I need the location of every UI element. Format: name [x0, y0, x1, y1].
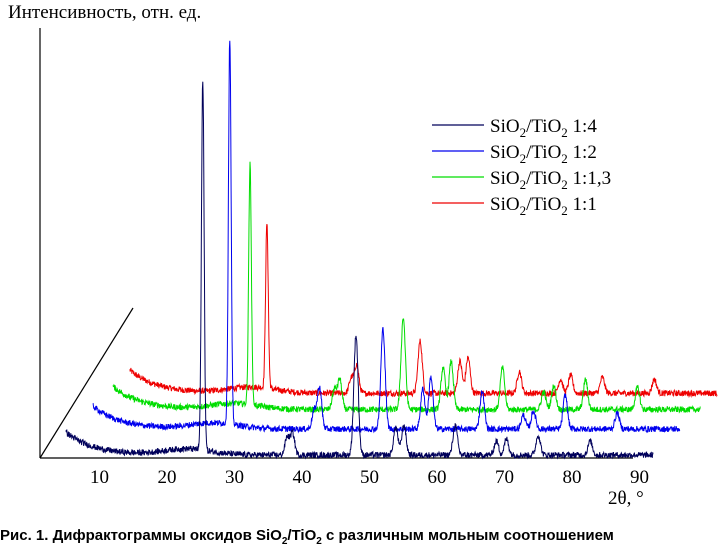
xrd-chart: Интенсивность, отн. ед. 10 20 30 40 50 60 70 80… [8, 2, 718, 509]
x-tick-label: 30 [225, 467, 244, 488]
x-tick-label: 10 [90, 467, 109, 488]
x-tick-label: 20 [158, 467, 177, 488]
x-tick-labels: 10 20 30 40 50 60 70 80 90 [90, 467, 649, 488]
figure-caption: Рис. 1. Дифрактограммы оксидов SiO2/TiO2… [0, 527, 614, 547]
legend-label: SiO2/TiO2 1:4 [490, 116, 597, 140]
legend-label: SiO2/TiO2 1:1,3 [490, 168, 611, 192]
legend-label: SiO2/TiO2 1:2 [490, 142, 597, 166]
x-tick-label: 90 [630, 467, 649, 488]
y-axis-label: Интенсивность, отн. ед. [8, 2, 201, 23]
series-line [112, 161, 701, 414]
x-tick-label: 40 [293, 467, 312, 488]
z-axis [39, 307, 134, 459]
x-axis-label: 2θ, ° [608, 488, 644, 509]
x-tick-label: 80 [563, 467, 582, 488]
series-line [129, 224, 718, 399]
legend-label: SiO2/TiO2 1:1 [490, 194, 597, 218]
series-line [92, 40, 681, 434]
x-tick-label: 60 [428, 467, 447, 488]
series-line [65, 81, 654, 460]
x-tick-label: 70 [495, 467, 514, 488]
x-tick-label: 50 [360, 467, 379, 488]
diffractogram-curves [65, 40, 718, 460]
